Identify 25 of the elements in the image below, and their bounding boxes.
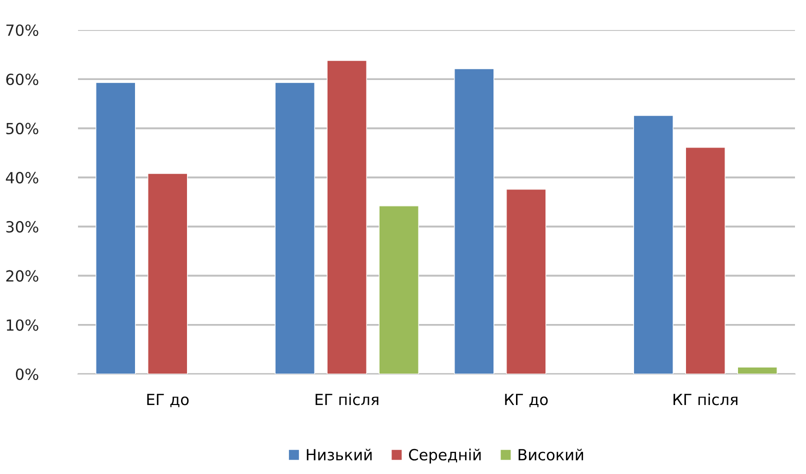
- legend-label: Високий: [518, 448, 584, 460]
- bar: [326, 60, 367, 374]
- y-tick-label: 50%: [6, 122, 38, 134]
- bar: [378, 206, 419, 374]
- y-tick-label: 30%: [6, 221, 38, 233]
- bar: [454, 68, 494, 374]
- x-tick-label: КГ після: [674, 393, 738, 406]
- x-tick-label: ЕГ після: [316, 393, 378, 406]
- bar: [274, 82, 315, 374]
- bar: [685, 147, 726, 374]
- x-tick-label: ЕГ до: [147, 394, 189, 408]
- y-tick-label: 40%: [6, 172, 38, 184]
- bar: [506, 188, 546, 374]
- y-tick-label: 60%: [6, 74, 38, 86]
- x-tick-label: КГ до: [505, 394, 548, 408]
- bar: [96, 82, 136, 374]
- y-tick-label: 10%: [6, 319, 38, 331]
- y-tick-label: 20%: [6, 270, 38, 282]
- y-tick-label: 70%: [6, 24, 38, 36]
- legend-label: Низький: [306, 448, 372, 460]
- bar: [148, 173, 188, 374]
- bar: [633, 115, 674, 374]
- legend-label: Середній: [409, 448, 481, 464]
- y-tick-label: 0%: [16, 368, 38, 380]
- bar: [737, 366, 778, 374]
